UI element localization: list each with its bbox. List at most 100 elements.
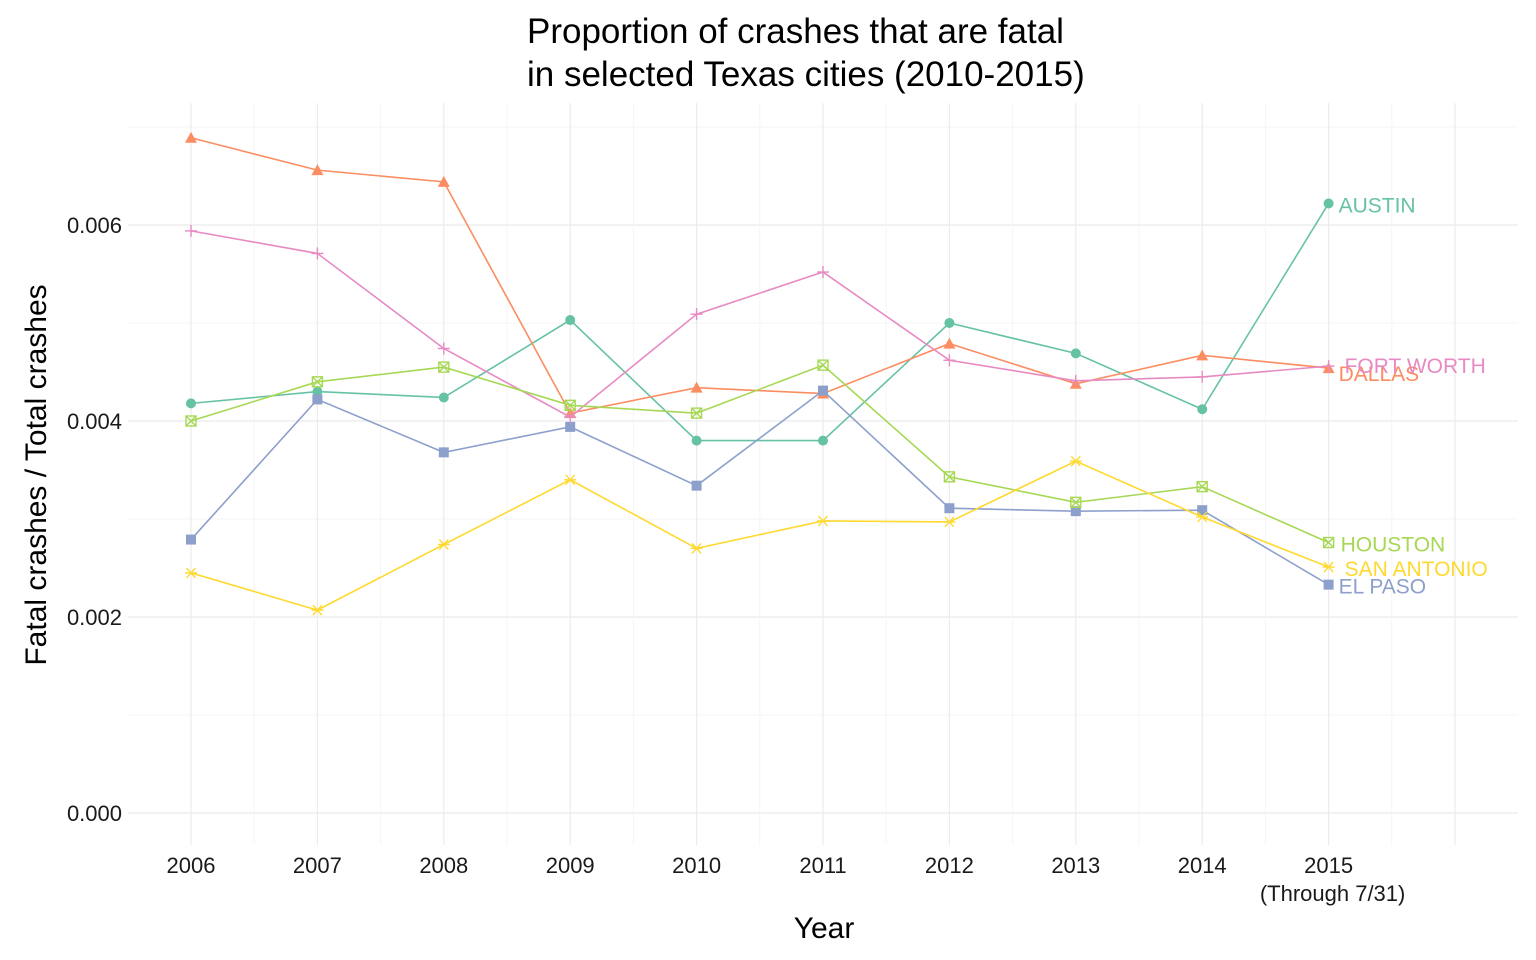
data-point [943,354,956,367]
data-point-stroke [817,359,829,371]
series-dallas [185,131,1335,419]
x-tick-label: 2008 [419,853,468,878]
data-point [311,164,324,176]
x-tick-label: 2015 [1304,853,1353,878]
series-line-austin [190,203,1330,442]
data-point [1070,506,1081,517]
data-point [1323,579,1334,590]
data-point-box [1070,496,1082,509]
series-line-dallas [190,137,1329,415]
data-point [943,471,956,483]
data-point-box [943,471,956,483]
data-point-box [690,407,703,419]
data-point [1322,536,1335,549]
data-point [690,542,703,554]
data-point-stroke [438,361,450,373]
y-tick-label: 0.006 [67,213,122,238]
data-point [1196,480,1208,493]
data-point [186,534,196,545]
data-point-stroke [1070,455,1081,467]
data-point [691,480,702,491]
y-tick-label: 0.000 [67,801,122,826]
data-point [817,515,829,527]
data-point [1197,404,1208,415]
data-point-stroke [1197,511,1208,523]
series-line-el-paso [190,389,1330,586]
data-point [186,398,196,409]
series-austin [186,198,1334,446]
chart-title-line-1: Proportion of crashes that are fatal [527,12,1064,51]
series-line-houston [190,364,1329,544]
series-san-antonio [185,455,1335,616]
data-point [1070,348,1081,359]
y-tick-label: 0.002 [67,605,122,630]
x-axis-title: Year [794,912,855,945]
series-label-el-paso: EL PASO [1339,576,1427,599]
data-point [1196,511,1209,523]
data-point [1196,370,1209,383]
data-point-stroke [691,407,703,419]
data-point-stroke [185,415,197,427]
data-point-box [438,361,450,373]
data-point [565,315,576,326]
series-el-paso [186,385,1334,590]
data-point-stroke [1196,481,1208,493]
data-point [438,392,449,403]
chart-title-line-2: in selected Texas cities (2010-2015) [527,55,1085,94]
series-label-fort-worth: FORT WORTH [1345,355,1486,378]
data-point [690,381,703,393]
data-point [943,337,956,349]
data-point-stroke [565,474,576,486]
data-point [437,539,450,550]
data-point [437,342,450,355]
series-end-labels: AUSTIN DALLAS EL PASO FORT WORTH HOUSTONSAN … [1339,194,1488,598]
series-houston [185,359,1335,549]
x-tick-label: 2009 [546,853,595,878]
x-tick-label: 2006 [167,853,216,878]
grid [128,103,1518,845]
data-point-stroke [438,539,449,550]
data-point [564,411,577,424]
data-point-stroke [1323,537,1335,549]
x-tick-label: 2013 [1051,853,1100,878]
data-point-box [1322,536,1335,549]
data-point-stroke [943,471,955,483]
data-point-stroke [944,516,955,528]
data-point-box [311,376,324,388]
data-point [1196,349,1209,361]
series-line-fort-worth [190,230,1329,419]
series-lines [185,131,1335,616]
data-point [1197,505,1208,516]
data-point [437,175,450,187]
data-point [438,361,450,373]
data-point-stroke [817,515,829,527]
data-point-box [185,415,197,427]
x-tick-label: 2011 [799,853,846,878]
data-point [1070,496,1082,509]
series-label-san-antonio: SAN ANTONIO [1345,558,1488,581]
data-point-stroke [185,567,197,579]
data-point [312,386,323,397]
x-tick-label: 2010 [672,853,721,878]
series-fort-worth [185,224,1335,424]
axis-ticks: 0.000 0.002 0.004 0.006 2006 2007 2008 2009 2010… [67,213,1405,906]
x-tick-sublabel: (Through 7/31) [1260,881,1406,906]
data-point [312,394,323,405]
data-point-box [564,399,576,412]
data-point [943,516,956,528]
data-point [564,399,576,412]
y-tick-label: 0.004 [67,409,122,434]
data-point [818,385,828,396]
x-tick-label: 2007 [293,853,342,878]
series-label-austin: AUSTIN [1339,194,1416,217]
data-point [1069,455,1082,467]
data-point [438,447,449,458]
data-point-stroke [691,542,702,554]
data-point [818,435,828,446]
data-point [691,435,702,446]
data-point [185,415,197,427]
data-point [690,407,703,419]
data-point [311,376,324,388]
data-point-stroke [1070,496,1082,508]
